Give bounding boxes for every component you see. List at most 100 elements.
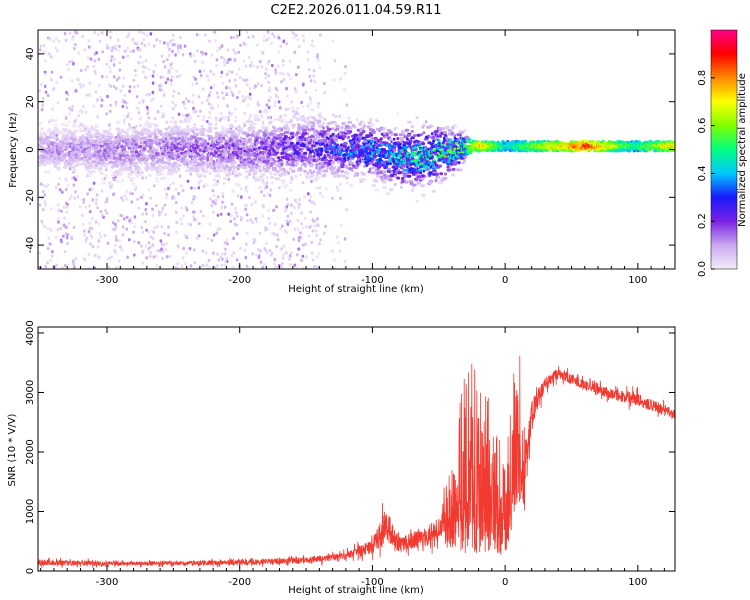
spectrogram-noise-cell [212,251,215,255]
spectrogram-noise-cell [108,83,111,87]
spectrogram-noise-cell [181,189,185,193]
spectrogram-noise-cell [289,76,293,81]
spectrogram-noise-cell [126,255,129,259]
spectrogram-signal-cell [276,118,282,122]
spectrogram-noise-cell [160,54,164,58]
spectrogram-noise-cell [277,36,281,40]
spectrogram-signal-cell [415,199,419,203]
spectrogram-noise-cell [234,78,237,82]
spectrogram-signal-cell [415,116,419,120]
spectrogram-signal-cell [291,123,296,127]
spectrogram-signal-cell [434,137,438,141]
spectrogram-signal-cell [139,137,143,140]
spectrogram-noise-cell [310,43,313,47]
spectrogram-noise-cell [137,241,141,245]
spectrogram-signal-cell [422,131,426,135]
spectrogram-noise-cell [108,30,112,34]
spectrogram-signal-cell [311,123,316,127]
spectrogram-noise-cell [171,49,174,53]
spectrogram-signal-cell [144,123,147,127]
spectrogram-signal-cell [428,171,433,175]
spectrogram-signal-cell [358,161,361,165]
spectrogram-noise-cell [117,76,121,80]
spectrogram-noise-cell [178,174,182,178]
spectrogram-noise-cell [189,52,192,56]
spectrogram-signal-cell [122,121,126,125]
spectrogram-noise-cell [332,78,336,82]
spectrogram-noise-cell [156,110,160,114]
spectrogram-noise-cell [267,74,270,78]
spectrogram-signal-cell [316,105,320,109]
spectrogram-signal-cell [370,133,374,137]
spectrogram-noise-cell [91,245,95,249]
spectrogram-noise-cell [84,239,88,243]
spectrogram-noise-cell [192,75,196,79]
spectrogram-noise-cell [281,224,284,228]
spectrogram-noise-cell [193,59,197,63]
spectrogram-noise-cell [216,49,219,53]
spectrogram-noise-cell [100,189,104,193]
spectrogram-noise-cell [149,196,152,200]
spectrogram-noise-cell [185,251,188,255]
spectrogram-signal-cell [158,129,163,133]
spectrogram-signal-cell [361,178,366,182]
spectrogram-signal-cell [212,183,216,187]
spectrogram-noise-cell [161,206,165,210]
spectrogram-signal-cell [173,125,176,129]
spectrogram-signal-cell [420,184,425,188]
spectrogram-noise-cell [299,173,302,177]
spectrogram-signal-cell [134,130,140,134]
spectrogram-signal-cell [257,129,263,133]
spectrogram-signal-cell [340,173,344,177]
spectrogram-signal-cell [207,126,213,130]
spectrogram-noise-cell [209,86,213,90]
spectrogram-noise-cell [268,86,271,90]
spectrogram-signal-cell [323,117,327,121]
spectrogram-signal-cell [236,183,241,187]
spectrogram-signal-cell [53,164,57,168]
spectrogram-signal-cell [414,145,417,149]
spectrogram-noise-cell [125,106,129,110]
spectrogram-noise-cell [177,192,180,196]
spectrogram-signal-cell [432,189,436,193]
spectrogram-signal-cell [206,164,211,168]
spectrogram-noise-cell [288,59,292,64]
spectrogram-signal-cell [419,171,423,175]
spectrogram-signal-cell [261,180,265,184]
spectrogram-noise-cell [285,197,289,201]
spectrogram-noise-cell [228,69,231,73]
spectrogram-noise-cell [109,185,112,189]
spectrogram-signal-cell [383,165,389,169]
spectrogram-noise-cell [300,211,303,215]
spectrogram-signal-cell [225,127,230,131]
spectrogram-signal-cell [165,142,169,146]
spectrogram-signal-cell [46,170,51,174]
spectrogram-signal-cell [242,138,245,142]
spectrogram-noise-cell [235,258,239,262]
spectrogram-signal-cell [204,139,208,143]
spectrogram-signal-cell [353,125,357,129]
spectrogram-signal-cell [44,140,47,144]
spectrogram-signal-cell [396,112,399,116]
spectrogram-noise-cell [207,259,211,263]
spectrogram-signal-cell [253,157,258,161]
spectrogram-noise-cell [252,238,256,242]
spectrogram-signal-cell [236,132,241,136]
spectrogram-signal-cell [340,165,345,169]
spectrogram-noise-cell [239,187,243,191]
spectrogram-noise-cell [212,210,215,214]
spectrogram-noise-cell [95,198,98,202]
spectrogram-noise-cell [44,59,47,63]
spectrogram-noise-cell [214,202,217,206]
spectrogram-noise-cell [141,261,145,265]
spectrogram-noise-cell [228,86,232,90]
spectrogram-signal-cell [200,124,204,128]
spectrogram-noise-cell [127,112,131,116]
spectrogram-signal-cell [384,175,388,179]
spectrogram-noise-cell [70,194,73,199]
spectrogram-signal-cell [259,161,263,165]
spectrogram-noise-cell [214,117,218,122]
spectrogram-signal-cell [231,168,236,172]
spectrogram-noise-cell [248,87,252,91]
spectrogram-noise-cell [312,219,315,223]
